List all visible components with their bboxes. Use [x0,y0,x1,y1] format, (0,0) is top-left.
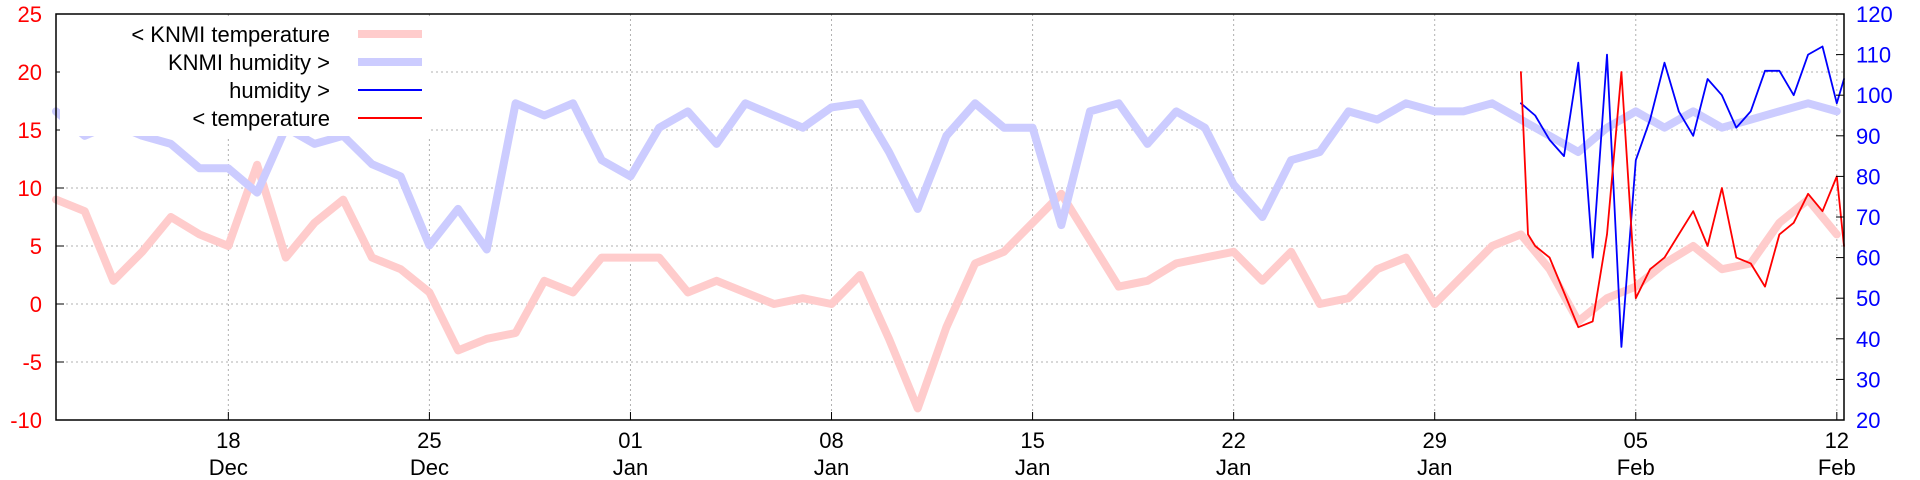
x-axis: 18Dec25Dec01Jan08Jan15Jan22Jan29Jan05Feb… [209,412,1856,480]
legend-label-temp: < temperature [192,106,330,131]
y-left-tick-label: 10 [18,176,42,201]
y-right-tick-label: 50 [1856,286,1880,311]
series-line-hum [1520,45,1845,348]
x-tick-day: 12 [1825,428,1849,453]
x-tick-day: 15 [1020,428,1044,453]
x-tick-day: 08 [819,428,843,453]
x-tick-day: 05 [1624,428,1648,453]
y-left-tick-label: 5 [30,234,42,259]
y-left-tick-label: -5 [22,350,42,375]
series-layer [52,45,1845,413]
x-tick-month: Jan [814,455,849,480]
y-right-tick-label: 80 [1856,164,1880,189]
x-tick-day: 01 [618,428,642,453]
x-tick-month: Dec [209,455,248,480]
x-tick-day: 22 [1221,428,1245,453]
y-right-tick-label: 120 [1856,2,1893,27]
y-right-tick-label: 20 [1856,408,1880,433]
x-tick-month: Jan [1216,455,1251,480]
series-line-temp [1520,71,1845,329]
legend-label-knmi-hum: KNMI humidity > [168,50,330,75]
series-line-knmi-hum [52,99,1841,254]
series-line-knmi-temp [52,160,1841,413]
y-left-tick-label: 20 [18,60,42,85]
x-tick-month: Jan [1015,455,1050,480]
legend: < KNMI temperature KNMI humidity > humidit… [60,18,430,136]
y-left-tick-label: 25 [18,2,42,27]
x-tick-day: 18 [216,428,240,453]
y-right-tick-label: 110 [1856,43,1891,68]
y-axis-left: -10 -5 0 5 10 15 20 25 [10,2,64,433]
x-tick-month: Dec [410,455,449,480]
x-tick-day: 25 [417,428,441,453]
x-tick-month: Jan [613,455,648,480]
y-right-tick-label: 90 [1856,124,1880,149]
x-tick-month: Feb [1617,455,1655,480]
y-right-tick-label: 30 [1856,367,1880,392]
x-tick-day: 29 [1422,428,1446,453]
y-left-tick-label: 15 [18,118,42,143]
y-right-tick-label: 40 [1856,327,1880,352]
legend-label-knmi-temp: < KNMI temperature [131,22,330,47]
y-right-tick-label: 100 [1856,83,1893,108]
y-left-tick-label: 0 [30,292,42,317]
y-axis-right: 20 30 40 50 60 70 80 90 100 110 120 [1836,2,1893,433]
y-right-tick-label: 70 [1856,205,1880,230]
x-tick-month: Feb [1818,455,1856,480]
y-right-tick-label: 60 [1856,246,1880,271]
y-left-tick-label: -10 [10,408,42,433]
legend-label-hum: humidity > [229,78,330,103]
x-tick-month: Jan [1417,455,1452,480]
